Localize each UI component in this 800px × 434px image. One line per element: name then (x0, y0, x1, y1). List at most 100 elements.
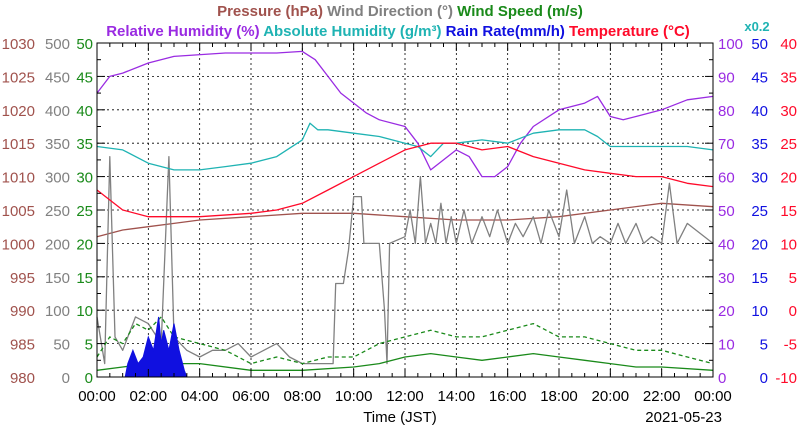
rain-tick-label: 15 (751, 270, 768, 287)
pressure-tick-label: 1005 (2, 203, 35, 220)
grid (97, 43, 713, 377)
pressure-tick-label: 990 (10, 303, 35, 320)
wind_speed-tick-label: 20 (76, 236, 93, 253)
wind_speed-tick-label: 45 (76, 69, 93, 86)
wind_speed-tick-label: 5 (85, 337, 93, 354)
x-tick-label: 22:00 (643, 388, 681, 405)
pressure-tick-label: 980 (10, 370, 35, 387)
humidity-tick-label: 60 (718, 170, 735, 187)
legend-absolute-humidity-g-m: Absolute Humidity (g/m³) (260, 23, 442, 40)
wind_speed-tick-label: 50 (76, 36, 93, 53)
temperature-tick-label: 5 (789, 270, 797, 287)
series-wind-direction (96, 155, 714, 365)
wind_direction-tick-label: 100 (45, 303, 70, 320)
wind_direction-tick-label: 400 (45, 103, 70, 120)
x-tick-label: 16:00 (489, 388, 527, 405)
header-row1: Pressure (hPa) Wind Direction (°) Wind S… (217, 3, 583, 20)
series-wind-speed-m-s (96, 352, 714, 371)
temperature-tick-label: 10 (780, 236, 797, 253)
humidity-tick-label: 40 (718, 236, 735, 253)
humidity-tick-label: 90 (718, 69, 735, 86)
wind_direction-tick-label: 150 (45, 270, 70, 287)
multiplier-label: x0.2 (744, 19, 769, 34)
x-tick-label: 00:00 (78, 388, 116, 405)
rain-tick-label: 10 (751, 303, 768, 320)
wind_speed-tick-label: 10 (76, 303, 93, 320)
legend-wind-direction: Wind Direction (°) (323, 3, 453, 20)
rain-tick-label: 45 (751, 69, 768, 86)
humidity-tick-label: 30 (718, 270, 735, 287)
temperature-tick-label: -5 (784, 337, 797, 354)
header-row2: Relative Humidity (%) Absolute Humidity … (106, 23, 690, 40)
temperature-tick-label: 35 (780, 69, 797, 86)
pressure-tick-label: 1015 (2, 136, 35, 153)
legend-relative-humidity: Relative Humidity (%) (106, 23, 259, 40)
wind_speed-tick-label: 25 (76, 203, 93, 220)
pressure-tick-label: 1025 (2, 69, 35, 86)
plot-frame (96, 42, 714, 378)
series-pressure-hpa (96, 202, 714, 238)
wind_direction-tick-label: 250 (45, 203, 70, 220)
series-rain-rate-mm-h (97, 316, 713, 378)
pressure-tick-label: 1030 (2, 36, 35, 53)
series-temperature-c (96, 142, 714, 218)
axes: 1030102510201015101010051000995990985980… (2, 36, 797, 405)
rain-tick-label: 25 (751, 203, 768, 220)
temperature-tick-label: 20 (780, 170, 797, 187)
series-absolute-humidity-g-m (96, 122, 714, 171)
wind_direction-tick-label: 300 (45, 170, 70, 187)
legend-wind-speed-m-s: Wind Speed (m/s) (453, 3, 583, 20)
pressure-tick-label: 985 (10, 337, 35, 354)
rain-tick-label: 50 (751, 36, 768, 53)
wind_direction-tick-label: 50 (53, 337, 70, 354)
legend-temperature-c: Temperature (°C) (565, 23, 690, 40)
rain-tick-label: 0 (760, 370, 768, 387)
humidity-tick-label: 80 (718, 103, 735, 120)
x-tick-label: 02:00 (130, 388, 168, 405)
humidity-tick-label: 100 (718, 36, 743, 53)
legend-pressure-hpa: Pressure (hPa) (217, 3, 323, 20)
temperature-tick-label: 30 (780, 103, 797, 120)
wind_speed-tick-label: 40 (76, 103, 93, 120)
wind_speed-tick-label: 15 (76, 270, 93, 287)
humidity-tick-label: 50 (718, 203, 735, 220)
pressure-tick-label: 1020 (2, 103, 35, 120)
pressure-tick-label: 1000 (2, 236, 35, 253)
x-tick-label: 14:00 (438, 388, 476, 405)
humidity-tick-label: 20 (718, 303, 735, 320)
x-tick-label: 04:00 (181, 388, 219, 405)
wind_direction-tick-label: 500 (45, 36, 70, 53)
x-axis-title: Time (JST) (363, 409, 437, 426)
humidity-tick-label: 10 (718, 337, 735, 354)
rain-tick-label: 30 (751, 170, 768, 187)
x-tick-label: 06:00 (232, 388, 270, 405)
legend-rain-rate-mm-h: Rain Rate(mm/h) (442, 23, 565, 40)
temperature-tick-label: 0 (789, 303, 797, 320)
pressure-tick-label: 1010 (2, 170, 35, 187)
wind_speed-tick-label: 30 (76, 170, 93, 187)
wind_direction-tick-label: 0 (62, 370, 70, 387)
x-tick-label: 08:00 (284, 388, 322, 405)
temperature-tick-label: 40 (780, 36, 797, 53)
wind_speed-tick-label: 35 (76, 136, 93, 153)
temperature-tick-label: 15 (780, 203, 797, 220)
temperature-tick-label: -10 (775, 370, 797, 387)
humidity-tick-label: 70 (718, 136, 735, 153)
rain-tick-label: 5 (760, 337, 768, 354)
x-tick-label: 10:00 (335, 388, 373, 405)
x-tick-label: 12:00 (386, 388, 424, 405)
temperature-tick-label: 25 (780, 136, 797, 153)
series-wind-gust-m-s (96, 316, 714, 365)
wind_speed-tick-label: 0 (85, 370, 93, 387)
rain-tick-label: 20 (751, 236, 768, 253)
pressure-tick-label: 995 (10, 270, 35, 287)
rain-tick-label: 35 (751, 136, 768, 153)
wind_direction-tick-label: 200 (45, 236, 70, 253)
plot-area (96, 50, 714, 378)
date-label: 2021-05-23 (645, 409, 722, 426)
x-tick-label: 20:00 (592, 388, 630, 405)
wind_direction-tick-label: 350 (45, 136, 70, 153)
rain-tick-label: 40 (751, 103, 768, 120)
